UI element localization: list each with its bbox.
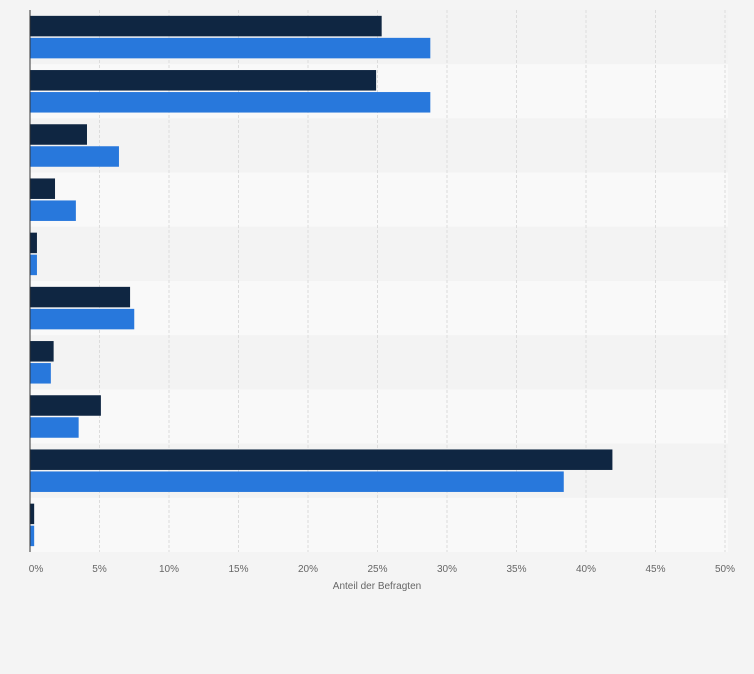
category-band xyxy=(30,118,728,173)
bar-series-2[interactable] xyxy=(30,254,37,276)
bar-series-2[interactable] xyxy=(30,37,431,59)
bar-series-1[interactable] xyxy=(30,232,37,254)
x-tick-label: 25% xyxy=(367,564,387,575)
bar-series-1[interactable] xyxy=(30,70,377,91)
bar-series-2[interactable] xyxy=(30,471,564,492)
category-band xyxy=(30,281,728,336)
x-tick-label: 45% xyxy=(645,564,665,575)
category-band xyxy=(30,389,728,444)
bar-series-1[interactable] xyxy=(30,449,613,470)
x-tick-label: 5% xyxy=(92,564,107,575)
bar-series-2[interactable] xyxy=(30,363,51,384)
x-tick-label: 20% xyxy=(298,564,318,575)
bar-series-2[interactable] xyxy=(30,417,79,438)
category-band xyxy=(30,335,728,390)
category-band xyxy=(30,497,728,552)
bar-series-1[interactable] xyxy=(30,124,87,145)
x-tick-label: 0% xyxy=(29,564,44,575)
bar-series-1[interactable] xyxy=(30,395,101,416)
bar-series-2[interactable] xyxy=(30,146,119,167)
category-band xyxy=(30,226,728,281)
x-tick-label: 30% xyxy=(437,564,457,575)
x-tick-label: 50% xyxy=(715,564,735,575)
x-tick-label: 35% xyxy=(506,564,526,575)
bar-series-1[interactable] xyxy=(30,503,35,525)
x-tick-label: 15% xyxy=(228,564,248,575)
bar-series-2[interactable] xyxy=(30,92,431,113)
category-bands xyxy=(30,10,728,552)
x-axis-label: Anteil der Befragten xyxy=(333,581,421,592)
x-tick-label: 40% xyxy=(576,564,596,575)
x-tick-label: 10% xyxy=(159,564,179,575)
bar-series-2[interactable] xyxy=(30,200,76,221)
bar-series-1[interactable] xyxy=(30,15,382,37)
bars xyxy=(30,15,613,547)
bar-series-1[interactable] xyxy=(30,341,54,362)
bar-series-2[interactable] xyxy=(30,308,135,330)
x-axis-ticks: 0% 5% 10% 15% 20% 25% 30% 35% 40% 45% 50% xyxy=(29,564,735,575)
bar-series-1[interactable] xyxy=(30,178,56,199)
bar-series-2[interactable] xyxy=(30,525,35,547)
bar-series-1[interactable] xyxy=(30,286,131,308)
category-band xyxy=(30,172,728,227)
